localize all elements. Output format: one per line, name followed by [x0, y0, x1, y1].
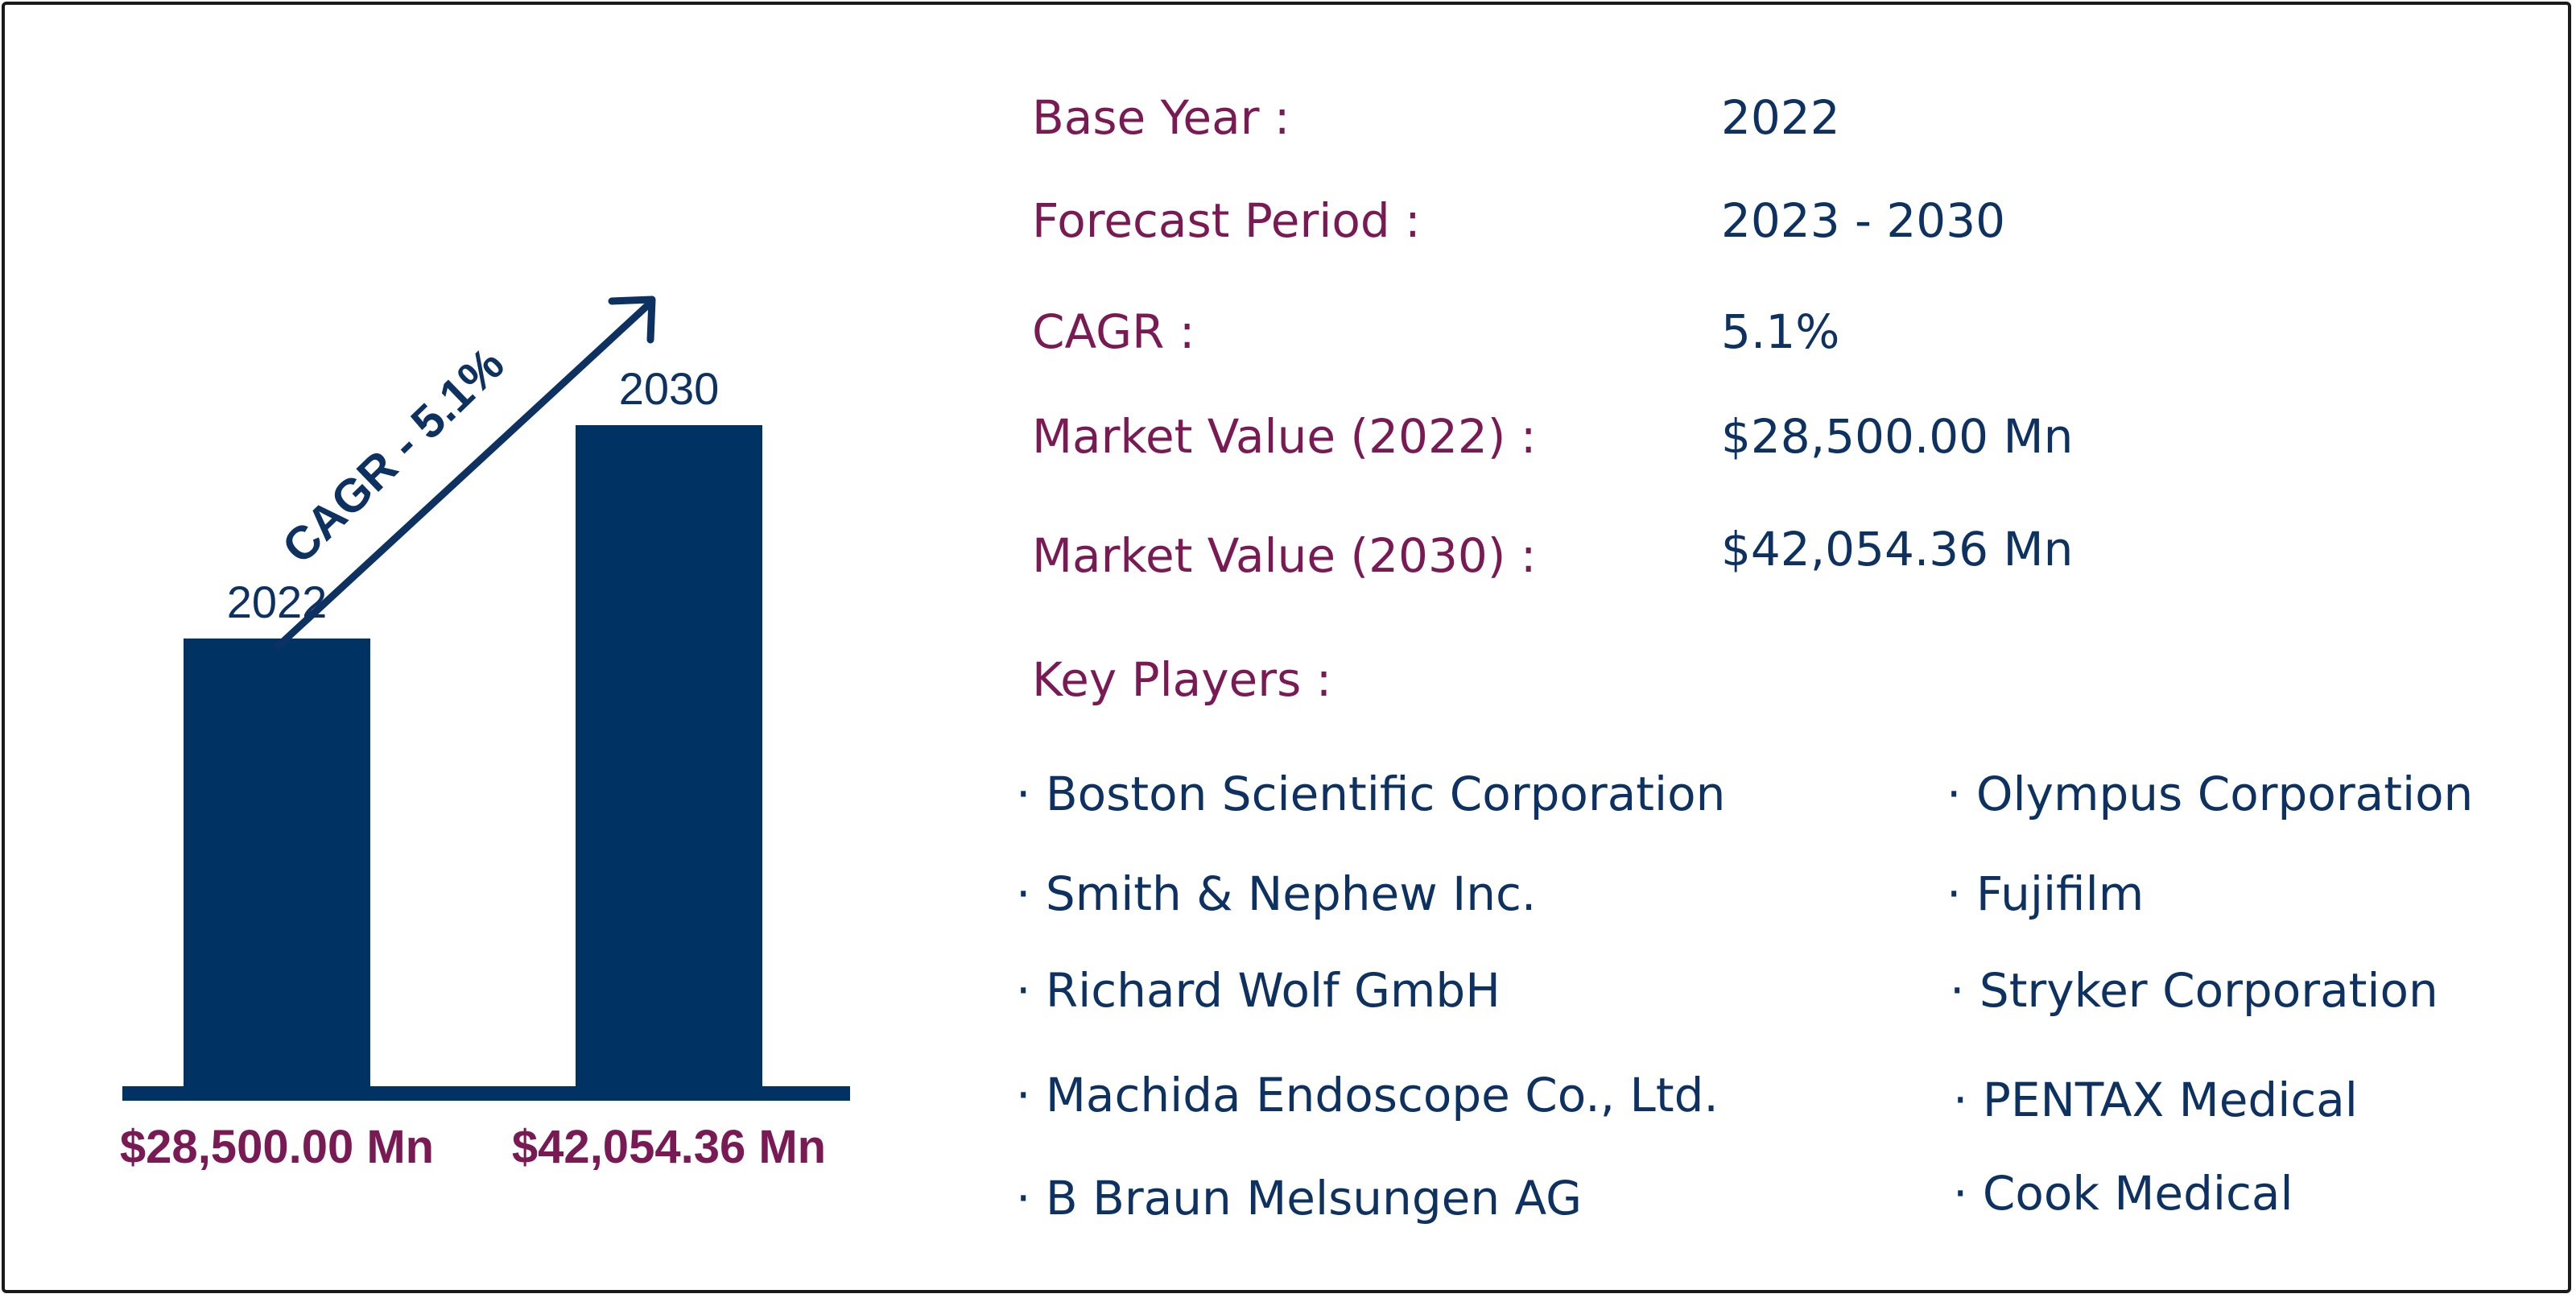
value-label-2022: $28,500.00 Mn: [120, 1121, 434, 1173]
market-value-2030-value: $42,054.36 Mn: [1721, 522, 2074, 577]
base-year-value: 2022: [1721, 90, 1840, 145]
value-label-2030: $42,054.36 Mn: [512, 1121, 826, 1173]
player-left-4: Machida Endoscope Co., Ltd.: [1016, 1068, 1719, 1122]
cagr-value: 5.1%: [1721, 304, 1840, 359]
market-value-2030-label: Market Value (2030) :: [1032, 528, 1537, 583]
forecast-period-value: 2023 - 2030: [1721, 193, 2006, 248]
market-value-2022-label: Market Value (2022) :: [1032, 409, 1537, 464]
cagr-arrow-line: [275, 299, 654, 650]
forecast-period-label: Forecast Period :: [1032, 193, 1421, 248]
base-year-label: Base Year :: [1032, 90, 1290, 145]
key-players-label: Key Players :: [1032, 652, 1332, 707]
bar-2022: [184, 638, 370, 1087]
player-left-1: Boston Scientific Corporation: [1016, 767, 1726, 821]
player-right-1: Olympus Corporation: [1946, 767, 2473, 821]
category-label-2030: 2030: [619, 363, 720, 414]
player-left-5: B Braun Melsungen AG: [1016, 1171, 1582, 1226]
arrow-head-icon: [608, 296, 656, 344]
market-value-2022-value: $28,500.00 Mn: [1721, 409, 2074, 464]
player-left-3: Richard Wolf GmbH: [1016, 963, 1501, 1018]
player-left-2: Smith & Nephew Inc.: [1016, 866, 1536, 921]
player-right-4: PENTAX Medical: [1953, 1073, 2358, 1127]
cagr-label: CAGR :: [1032, 304, 1195, 359]
player-right-3: Stryker Corporation: [1950, 963, 2438, 1018]
bar-2030: [576, 425, 762, 1087]
player-right-5: Cook Medical: [1953, 1166, 2293, 1221]
player-right-2: Fujifilm: [1946, 866, 2144, 921]
